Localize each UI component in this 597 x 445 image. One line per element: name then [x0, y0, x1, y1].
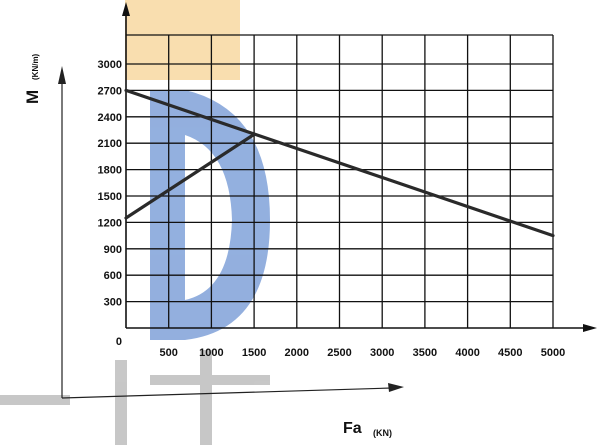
- x-tick-label: 1000: [199, 347, 223, 359]
- watermark-gray-stroke-4: [200, 350, 212, 445]
- origin-tick-label: 0: [116, 336, 122, 348]
- x-tick-label: 5000: [541, 347, 565, 359]
- x-tick-label: 4500: [498, 347, 522, 359]
- x-axis-unit: (KN): [373, 428, 392, 438]
- grid-lines: [126, 34, 554, 328]
- watermark-logo: [0, 0, 270, 445]
- outer-x-axis-arrow: [388, 383, 404, 392]
- y-tick-label: 3000: [98, 59, 122, 71]
- y-axis-arrow: [122, 2, 130, 16]
- watermark-orange-shape: [125, 0, 240, 80]
- x-tick-label: 3500: [413, 347, 437, 359]
- y-tick-label: 2400: [98, 112, 122, 124]
- y-tick-label: 1800: [98, 165, 122, 177]
- y-axis-label: M: [23, 90, 42, 104]
- data-series: [124, 88, 555, 238]
- x-axis-arrow: [583, 324, 597, 332]
- y-tick-label: 1200: [98, 217, 122, 229]
- x-tick-label: 500: [160, 347, 178, 359]
- x-tick-label: 2000: [285, 347, 309, 359]
- watermark-gray-stroke-2: [115, 360, 127, 445]
- y-tick-label: 2100: [98, 138, 122, 150]
- series-line-2: [124, 132, 256, 220]
- y-tick-label: 300: [104, 297, 122, 309]
- y-tick-label: 900: [104, 244, 122, 256]
- y-tick-label: 2700: [98, 85, 122, 97]
- outer-y-axis-arrow: [58, 66, 66, 84]
- x-tick-label: 4000: [455, 347, 479, 359]
- y-axis-unit: (KN/m): [31, 53, 40, 80]
- axes: [58, 2, 597, 399]
- outer-x-axis-line: [61, 387, 393, 399]
- x-tick-label: 2500: [327, 347, 351, 359]
- x-tick-label: 1500: [242, 347, 266, 359]
- x-axis-label: Fa: [343, 420, 362, 437]
- series-line-1: [124, 88, 555, 238]
- x-tick-label: 3000: [370, 347, 394, 359]
- tick-labels: 500 1000 1500 2000 2500 3000 3500 4000 4500 50003…: [98, 59, 566, 359]
- watermark-blue-shape: [150, 90, 270, 340]
- watermark-gray-stroke-1: [0, 395, 70, 405]
- y-tick-label: 600: [104, 270, 122, 282]
- y-tick-label: 1500: [98, 191, 122, 203]
